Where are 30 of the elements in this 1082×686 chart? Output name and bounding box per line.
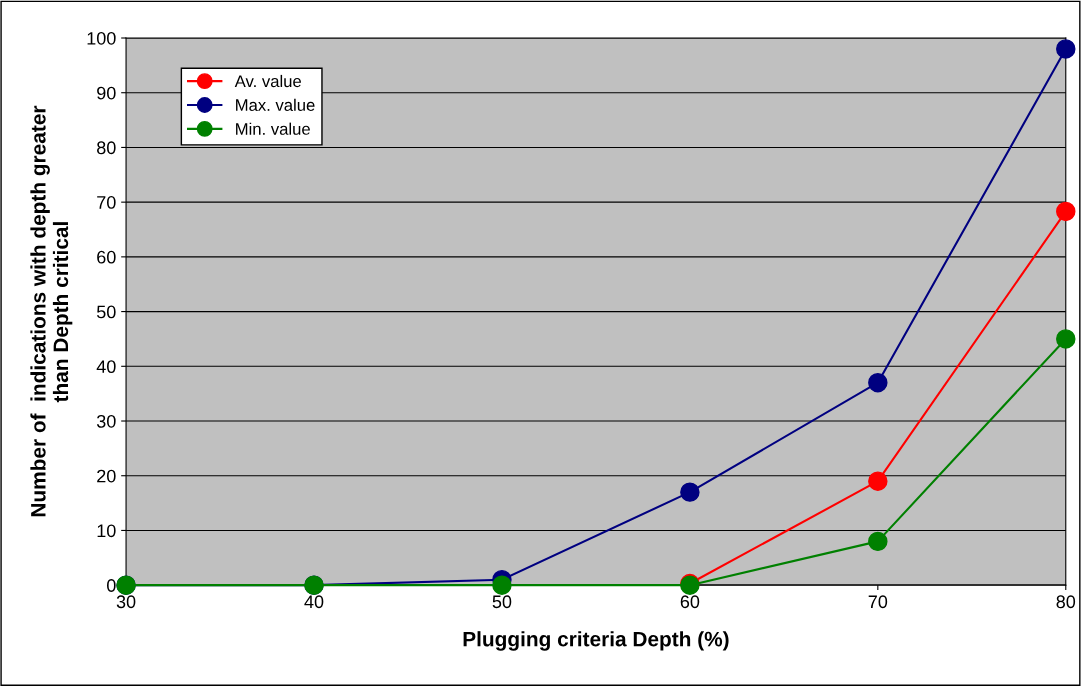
point [868, 372, 888, 393]
x-axis-title: Plugging criteria Depth (%) [463, 631, 729, 651]
point [868, 531, 888, 552]
point [1056, 39, 1076, 59]
x-tick-label: 60 [680, 595, 700, 609]
y-tick-label: 10 [97, 524, 116, 538]
y-axis-title: Number of indications with depth greater than Depth critical [30, 105, 73, 517]
y-tick-label: 30 [96, 414, 116, 428]
y-tick-label: 0 [107, 579, 116, 592]
point [1056, 201, 1076, 222]
x-tick-label: 40 [304, 595, 324, 609]
y-tick-label: 40 [96, 360, 116, 374]
point [680, 482, 700, 502]
y-tick-label: 20 [97, 469, 116, 483]
y-tick-label: 70 [97, 196, 116, 209]
legend-label: Max. value [236, 98, 315, 111]
legend-label: Min. value [236, 122, 310, 135]
legend-label: Av. value [234, 74, 301, 88]
point [1056, 329, 1076, 349]
y-tick-label: 50 [96, 305, 116, 319]
x-tick-label: 30 [116, 595, 136, 609]
y-tick-label: 80 [97, 141, 116, 155]
x-tick-label: 50 [492, 595, 512, 609]
y-tick-label: 90 [97, 86, 116, 100]
point [868, 471, 888, 491]
x-tick-label: 80 [1056, 595, 1076, 609]
point [492, 575, 512, 595]
x-tick-label: 70 [868, 595, 888, 609]
y-tick-label: 100 [87, 31, 116, 45]
y-tick-label: 60 [97, 250, 116, 264]
